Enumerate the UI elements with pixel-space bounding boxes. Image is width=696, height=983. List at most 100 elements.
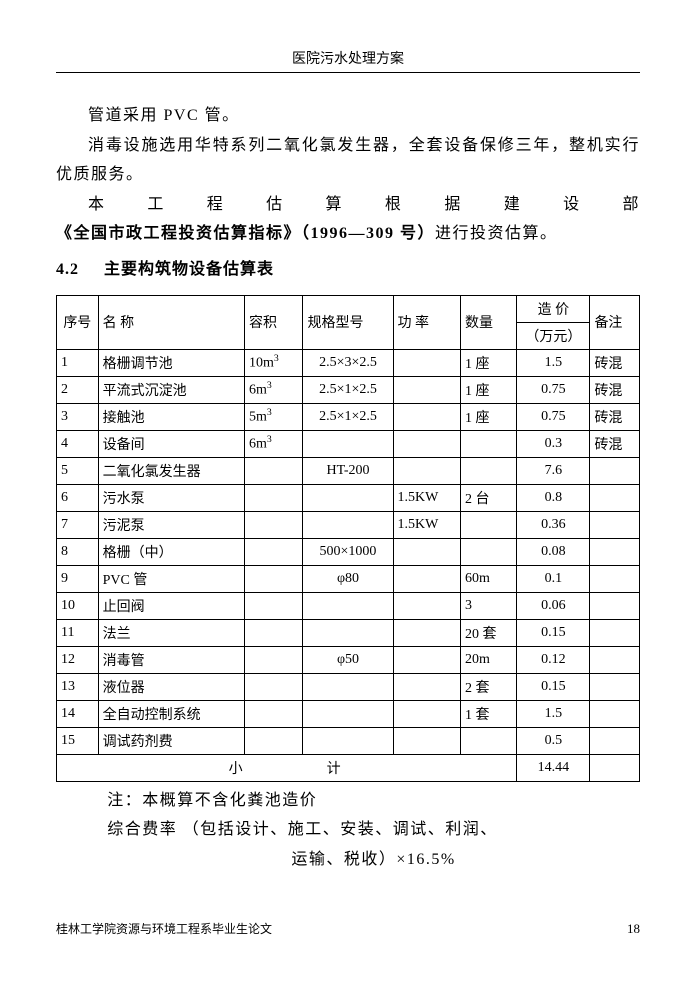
cell-pow (393, 619, 461, 646)
cell-cost: 0.1 (517, 565, 590, 592)
cell-note (590, 646, 640, 673)
bold-citation: 《全国市政工程投资估算指标》（1996—309 号） (56, 225, 435, 242)
cell-vol (244, 457, 303, 484)
col-idx: 序号 (57, 295, 99, 349)
cell-name: 设备间 (98, 430, 244, 457)
cell-cost: 0.5 (517, 727, 590, 754)
cell-name: 法兰 (98, 619, 244, 646)
cell-spec: φ50 (303, 646, 393, 673)
table-row: 7污泥泵1.5KW0.36 (57, 511, 640, 538)
section-number: 4.2 (56, 255, 104, 285)
section-heading: 4.2主要构筑物设备估算表 (56, 255, 640, 285)
cell-cost: 0.8 (517, 484, 590, 511)
cell-name: 液位器 (98, 673, 244, 700)
table-row: 15调试药剂费 0.5 (57, 727, 640, 754)
cell-spec (303, 673, 393, 700)
cell-note (590, 484, 640, 511)
cell-spec (303, 484, 393, 511)
cell-note: 砖混 (590, 376, 640, 403)
cell-cost: 0.36 (517, 511, 590, 538)
cell-idx: 15 (57, 727, 99, 754)
cell-spec (303, 430, 393, 457)
cell-qty: 1 座 (461, 376, 517, 403)
cell-idx: 9 (57, 565, 99, 592)
table-row: 1格栅调节池10m32.5×3×2.51 座1.5砖混 (57, 349, 640, 376)
section-title: 主要构筑物设备估算表 (104, 261, 274, 278)
table-row: 12消毒管 φ50 20m0.12 (57, 646, 640, 673)
cell-name: 消毒管 (98, 646, 244, 673)
col-spec: 规格型号 (303, 295, 393, 349)
cell-name: 平流式沉淀池 (98, 376, 244, 403)
cell-cost: 0.06 (517, 592, 590, 619)
cell-pow (393, 673, 461, 700)
cell-name: 接触池 (98, 403, 244, 430)
cell-idx: 10 (57, 592, 99, 619)
cell-name: 止回阀 (98, 592, 244, 619)
cell-qty: 20m (461, 646, 517, 673)
col-cost-l1: 造 价 (517, 295, 590, 322)
cell-qty: 60m (461, 565, 517, 592)
cell-spec: 500×1000 (303, 538, 393, 565)
cell-pow (393, 700, 461, 727)
table-row: 9PVC 管φ8060m0.1 (57, 565, 640, 592)
cell-cost: 0.15 (517, 673, 590, 700)
cell-note (590, 457, 640, 484)
footer-page-number: 18 (627, 921, 640, 937)
cell-vol (244, 727, 303, 754)
table-row: 4设备间6m30.3砖混 (57, 430, 640, 457)
cell-vol (244, 619, 303, 646)
cell-vol: 10m3 (244, 349, 303, 376)
cell-pow: 1.5KW (393, 484, 461, 511)
col-pow: 功 率 (393, 295, 461, 349)
subtotal-cost: 14.44 (517, 754, 590, 781)
cell-name: 格栅调节池 (98, 349, 244, 376)
cell-cost: 0.75 (517, 376, 590, 403)
body-text: 管道采用 PVC 管。 消毒设施选用华特系列二氧化氯发生器，全套设备保修三年，整… (56, 101, 640, 285)
cell-name: 全自动控制系统 (98, 700, 244, 727)
cell-vol (244, 511, 303, 538)
cell-name: 二氧化氯发生器 (98, 457, 244, 484)
cell-spec (303, 727, 393, 754)
cell-spec: 2.5×1×2.5 (303, 376, 393, 403)
cell-idx: 7 (57, 511, 99, 538)
cell-qty: 3 (461, 592, 517, 619)
cell-vol (244, 700, 303, 727)
cell-note (590, 619, 640, 646)
cell-idx: 3 (57, 403, 99, 430)
cell-idx: 11 (57, 619, 99, 646)
cell-pow (393, 457, 461, 484)
cell-note (590, 538, 640, 565)
cell-note: 砖混 (590, 349, 640, 376)
cell-qty (461, 511, 517, 538)
cell-vol (244, 592, 303, 619)
table-row: 3接触池5m32.5×1×2.51 座0.75砖混 (57, 403, 640, 430)
cell-idx: 12 (57, 646, 99, 673)
table-row: 6污水泵1.5KW2 台0.8 (57, 484, 640, 511)
note-line-1: 注：本概算不含化粪池造价 (107, 786, 640, 816)
cell-cost: 0.08 (517, 538, 590, 565)
cell-spec (303, 700, 393, 727)
cell-pow (393, 403, 461, 430)
table-row: 11法兰20 套0.15 (57, 619, 640, 646)
note-line-3: 运输、税收）×16.5% (107, 845, 640, 875)
col-note: 备注 (590, 295, 640, 349)
cell-name: 调试药剂费 (98, 727, 244, 754)
cell-note (590, 673, 640, 700)
cell-spec (303, 511, 393, 538)
cell-vol (244, 565, 303, 592)
cell-cost: 0.12 (517, 646, 590, 673)
cell-vol (244, 646, 303, 673)
cell-cost: 0.75 (517, 403, 590, 430)
paragraph-2: 消毒设施选用华特系列二氧化氯发生器，全套设备保修三年，整机实行优质服务。 (56, 131, 640, 190)
cell-vol (244, 538, 303, 565)
cell-cost: 0.3 (517, 430, 590, 457)
paragraph-1: 管道采用 PVC 管。 (56, 101, 640, 131)
col-cost-l2: （万元） (517, 322, 590, 349)
col-qty: 数量 (461, 295, 517, 349)
cell-idx: 1 (57, 349, 99, 376)
cell-note (590, 727, 640, 754)
cell-note (590, 565, 640, 592)
cell-spec: 2.5×3×2.5 (303, 349, 393, 376)
cell-name: 污泥泵 (98, 511, 244, 538)
estimate-table: 序号 名 称 容积 规格型号 功 率 数量 造 价 备注 （万元） 1格栅调节池… (56, 295, 640, 782)
